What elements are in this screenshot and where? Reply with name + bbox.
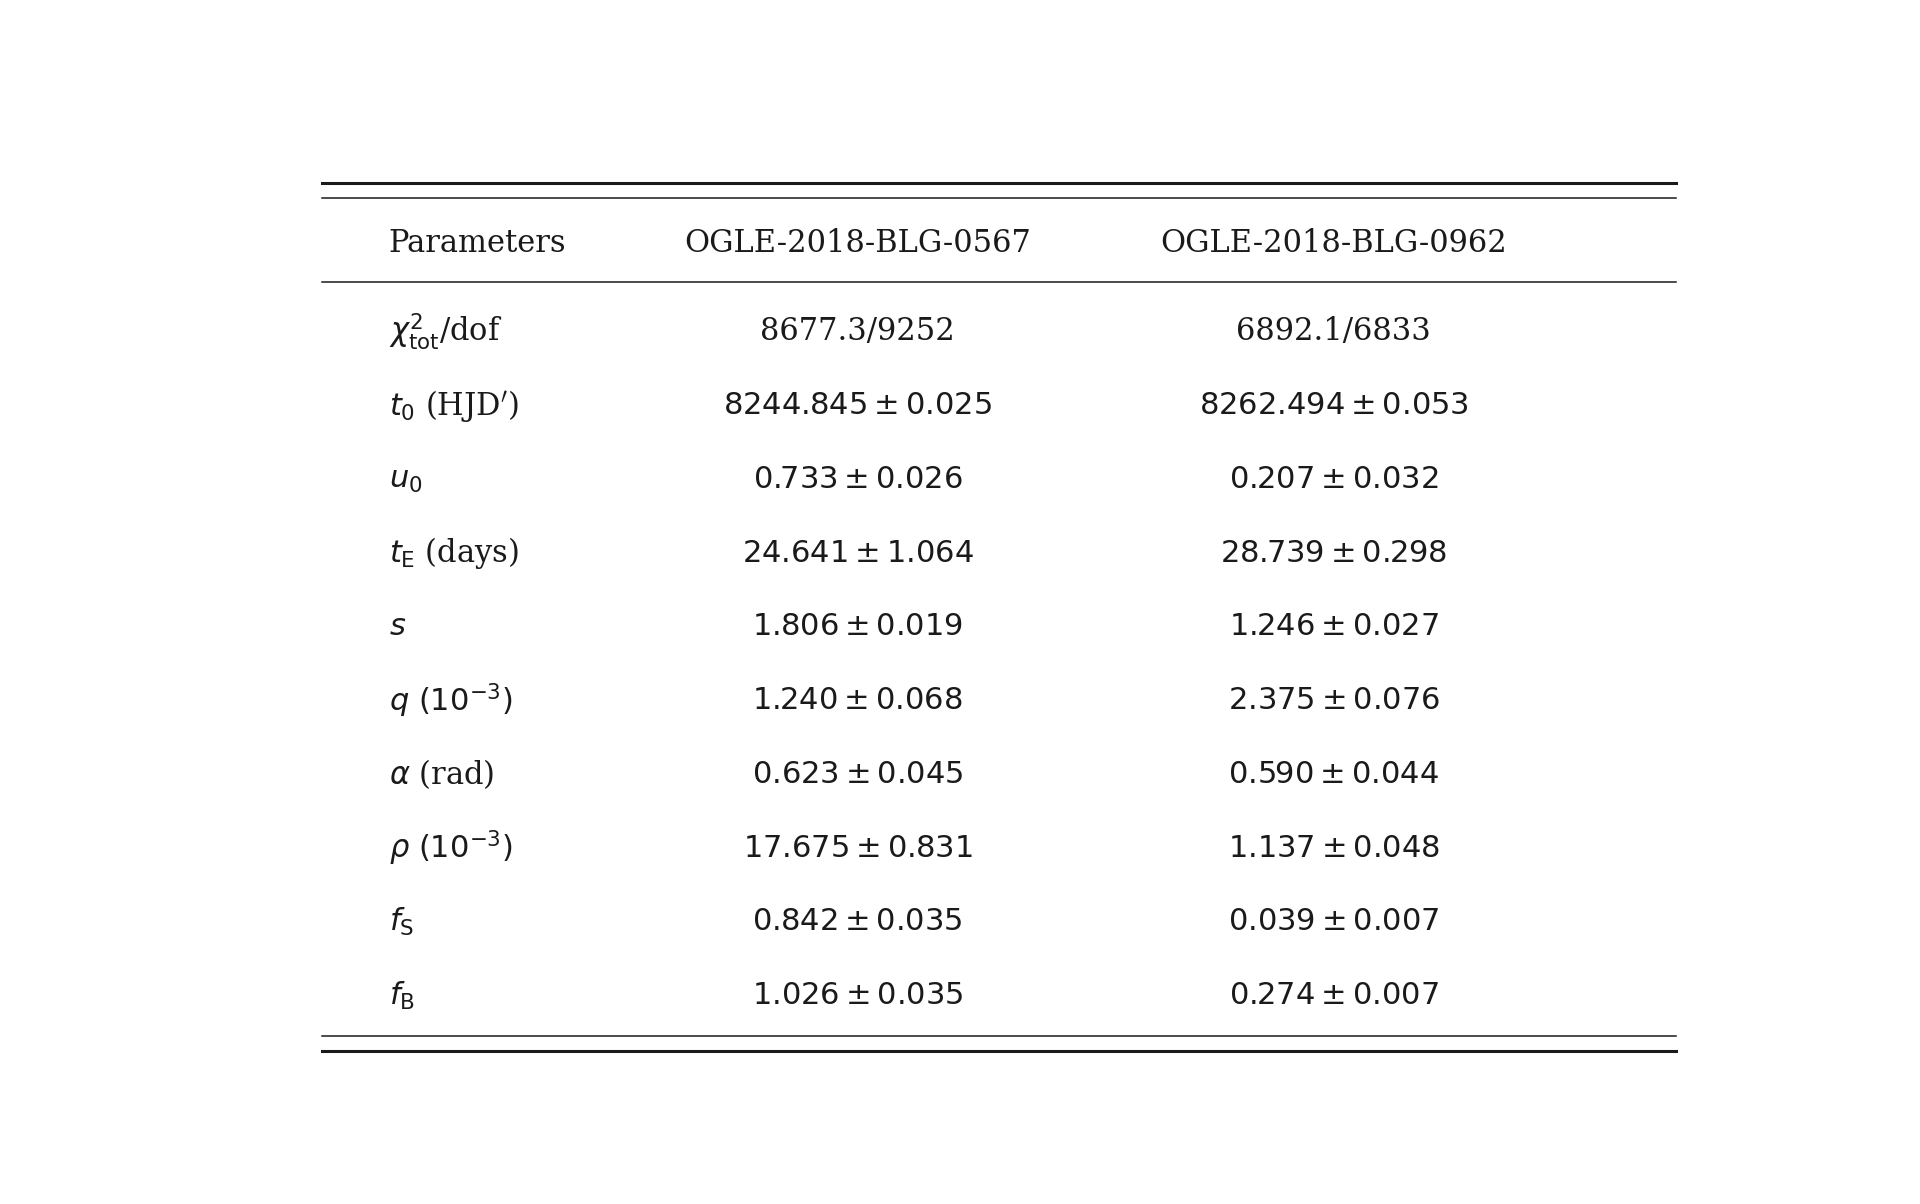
Text: $0.842 \pm 0.035$: $0.842 \pm 0.035$ — [753, 907, 962, 937]
Text: $28.739 \pm 0.298$: $28.739 \pm 0.298$ — [1221, 537, 1448, 568]
Text: $t_0$ (HJD$'$): $t_0$ (HJD$'$) — [388, 388, 518, 424]
Text: $q$ $(10^{-3})$: $q$ $(10^{-3})$ — [388, 681, 513, 720]
Text: $u_0$: $u_0$ — [388, 464, 422, 495]
Text: $0.590 \pm 0.044$: $0.590 \pm 0.044$ — [1229, 759, 1440, 790]
Text: $1.246 \pm 0.027$: $1.246 \pm 0.027$ — [1229, 612, 1438, 642]
Text: 8677.3/9252: 8677.3/9252 — [760, 317, 954, 347]
Text: $0.207 \pm 0.032$: $0.207 \pm 0.032$ — [1229, 464, 1438, 495]
Text: 6892.1/6833: 6892.1/6833 — [1236, 317, 1430, 347]
Text: $24.641 \pm 1.064$: $24.641 \pm 1.064$ — [741, 537, 973, 568]
Text: OGLE-2018-BLG-0962: OGLE-2018-BLG-0962 — [1160, 229, 1507, 259]
Text: $0.623 \pm 0.045$: $0.623 \pm 0.045$ — [753, 759, 964, 790]
Text: $s$: $s$ — [388, 612, 405, 642]
Text: $\chi^2_{\rm tot}$/dof: $\chi^2_{\rm tot}$/dof — [388, 312, 503, 353]
Text: $\rho$ $(10^{-3})$: $\rho$ $(10^{-3})$ — [388, 828, 513, 868]
Text: $0.039 \pm 0.007$: $0.039 \pm 0.007$ — [1229, 907, 1440, 937]
Text: $8244.845\pm 0.025$: $8244.845\pm 0.025$ — [724, 390, 993, 421]
Text: $1.026 \pm 0.035$: $1.026 \pm 0.035$ — [753, 980, 964, 1011]
Text: $17.675 \pm 0.831$: $17.675 \pm 0.831$ — [743, 832, 972, 863]
Text: $f_{\rm B}$: $f_{\rm B}$ — [388, 980, 415, 1011]
Text: $2.375 \pm 0.076$: $2.375 \pm 0.076$ — [1227, 685, 1440, 716]
Text: $0.733 \pm 0.026$: $0.733 \pm 0.026$ — [753, 464, 962, 495]
Text: $8262.494\pm 0.053$: $8262.494\pm 0.053$ — [1198, 390, 1469, 421]
Text: $1.806 \pm 0.019$: $1.806 \pm 0.019$ — [753, 612, 964, 642]
Text: $\alpha$ (rad): $\alpha$ (rad) — [388, 757, 493, 791]
Text: $f_{\rm S}$: $f_{\rm S}$ — [388, 905, 415, 938]
Text: $1.240 \pm 0.068$: $1.240 \pm 0.068$ — [753, 685, 962, 716]
Text: $0.274 \pm 0.007$: $0.274 \pm 0.007$ — [1229, 980, 1438, 1011]
Text: Parameters: Parameters — [388, 229, 566, 259]
Text: $t_{\rm E}$ (days): $t_{\rm E}$ (days) — [388, 535, 518, 571]
Text: $1.137 \pm 0.048$: $1.137 \pm 0.048$ — [1227, 832, 1440, 863]
Text: OGLE-2018-BLG-0567: OGLE-2018-BLG-0567 — [684, 229, 1031, 259]
